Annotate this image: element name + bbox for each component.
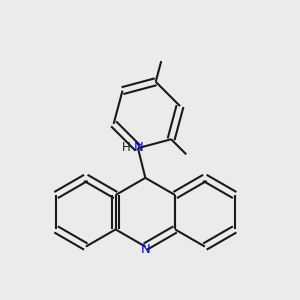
Text: H: H: [122, 141, 130, 154]
Text: N: N: [140, 243, 150, 256]
Text: N: N: [134, 141, 144, 154]
